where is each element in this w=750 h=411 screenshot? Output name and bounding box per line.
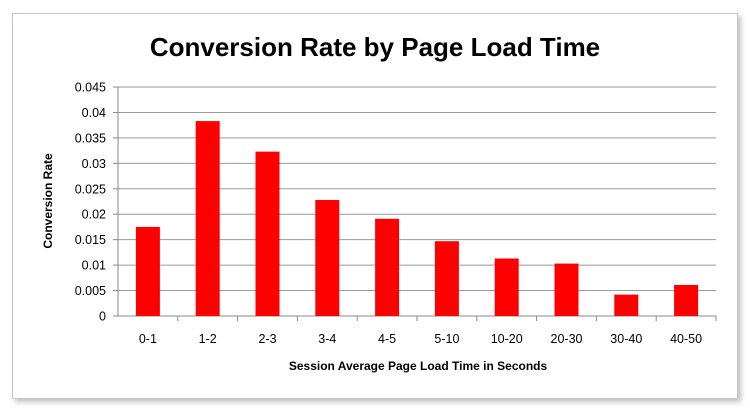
bar-30-40 [614,294,639,316]
x-tick-label: 5-10 [434,332,459,346]
x-tick-label: 20-30 [551,332,583,346]
bar-4-5 [375,218,400,316]
y-tick-labels: 0 0.005 0.01 0.015 0.02 0.025 0.03 0.035 0.04 0.0… [75,81,106,324]
x-tick-labels: 0-1 1-2 2-3 3-4 4-5 5-10 10-20 20-30 30-40 40-50 [139,332,702,346]
bar-20-30 [554,263,579,316]
chart-frame [12,13,738,399]
y-tick-label: 0.035 [75,131,106,145]
x-tick-label: 4-5 [378,332,396,346]
x-tick-label: 2-3 [258,332,276,346]
bar-1-2 [195,121,220,317]
y-tick-label: 0.005 [75,284,106,298]
y-tick-label: 0.03 [82,157,106,171]
bar-10-20 [494,258,519,316]
y-tick-label: 0.025 [75,182,106,196]
y-tick-label: 0.015 [75,233,106,247]
x-tick-label: 30-40 [610,332,642,346]
x-tick-label: 3-4 [318,332,336,346]
x-tick-label: 0-1 [139,332,157,346]
bars [135,121,699,317]
bar-0-1 [135,226,160,316]
chart-title: Conversion Rate by Page Load Time [150,32,600,62]
x-axis-label: Session Average Page Load Time in Second… [289,359,548,373]
x-tick-label: 10-20 [491,332,523,346]
y-axis-label: Conversion Rate [41,153,55,249]
x-tick-label: 1-2 [199,332,217,346]
y-tick-label: 0.01 [82,259,106,273]
bar-3-4 [315,199,340,316]
x-tick-label: 40-50 [670,332,702,346]
y-tick-label: 0.045 [75,81,106,95]
bar-5-10 [434,241,459,316]
y-tick-label: 0 [99,310,106,324]
bar-2-3 [255,151,280,316]
y-tick-label: 0.02 [82,208,106,222]
bar-40-50 [674,284,699,316]
y-tick-label: 0.04 [82,106,106,120]
